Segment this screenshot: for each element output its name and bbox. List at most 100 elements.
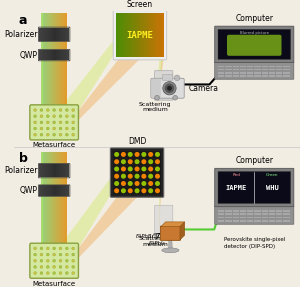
Polygon shape [41, 13, 43, 131]
Circle shape [34, 127, 37, 130]
Polygon shape [158, 13, 159, 57]
Polygon shape [46, 28, 48, 41]
FancyBboxPatch shape [215, 26, 294, 63]
Polygon shape [283, 210, 290, 212]
Polygon shape [61, 13, 62, 131]
Polygon shape [149, 13, 151, 57]
Circle shape [134, 166, 140, 171]
Polygon shape [56, 152, 57, 269]
Polygon shape [50, 28, 51, 41]
Circle shape [121, 159, 126, 164]
Polygon shape [51, 185, 52, 196]
FancyBboxPatch shape [160, 226, 180, 241]
Polygon shape [63, 185, 65, 196]
Circle shape [59, 272, 62, 274]
Circle shape [72, 133, 75, 136]
Circle shape [53, 109, 56, 111]
Circle shape [155, 159, 160, 164]
Polygon shape [62, 50, 63, 60]
Circle shape [40, 127, 43, 130]
Circle shape [72, 272, 75, 274]
Circle shape [53, 115, 56, 118]
Circle shape [40, 121, 43, 124]
Polygon shape [240, 217, 246, 218]
Polygon shape [59, 164, 60, 177]
Polygon shape [66, 28, 68, 41]
Polygon shape [59, 28, 60, 41]
Circle shape [65, 109, 68, 111]
Polygon shape [232, 217, 239, 218]
Polygon shape [140, 13, 142, 57]
Polygon shape [247, 69, 253, 70]
Circle shape [34, 115, 37, 118]
Circle shape [114, 174, 119, 179]
Circle shape [167, 86, 172, 91]
Text: Metasurface: Metasurface [33, 142, 76, 148]
Text: b: b [19, 152, 28, 165]
Polygon shape [283, 72, 290, 74]
Polygon shape [225, 220, 232, 222]
Polygon shape [269, 217, 275, 218]
Polygon shape [130, 13, 132, 57]
Circle shape [72, 109, 75, 111]
Polygon shape [276, 72, 282, 74]
Circle shape [65, 115, 68, 118]
Circle shape [134, 188, 140, 193]
Polygon shape [66, 185, 68, 196]
Polygon shape [44, 13, 45, 131]
Text: FAPbBr₂I₁.₆₆: FAPbBr₂I₁.₆₆ [135, 234, 166, 238]
Circle shape [155, 188, 160, 193]
Polygon shape [47, 13, 48, 131]
Polygon shape [240, 210, 246, 212]
Circle shape [128, 166, 133, 171]
Polygon shape [276, 217, 282, 218]
Circle shape [46, 247, 49, 250]
Polygon shape [63, 13, 164, 131]
Circle shape [40, 259, 43, 262]
Polygon shape [63, 13, 64, 131]
Circle shape [46, 133, 49, 136]
Polygon shape [145, 13, 146, 57]
Polygon shape [138, 13, 140, 57]
FancyBboxPatch shape [215, 168, 294, 207]
Circle shape [173, 95, 178, 100]
Circle shape [72, 115, 75, 118]
Polygon shape [41, 152, 42, 269]
Polygon shape [276, 75, 282, 77]
Polygon shape [262, 217, 268, 218]
Polygon shape [232, 69, 239, 70]
Circle shape [59, 109, 62, 111]
Polygon shape [57, 13, 58, 131]
Polygon shape [53, 152, 54, 269]
Circle shape [121, 166, 126, 171]
Polygon shape [118, 13, 119, 57]
Polygon shape [218, 210, 224, 212]
Polygon shape [56, 50, 57, 60]
Polygon shape [64, 13, 65, 131]
Circle shape [65, 265, 68, 268]
Circle shape [46, 272, 49, 274]
Polygon shape [39, 28, 40, 41]
Circle shape [34, 247, 37, 250]
Polygon shape [283, 217, 290, 218]
Polygon shape [59, 152, 60, 269]
Polygon shape [247, 65, 253, 67]
Polygon shape [218, 75, 224, 77]
Polygon shape [232, 210, 239, 212]
Circle shape [72, 247, 75, 250]
Polygon shape [156, 13, 158, 57]
Polygon shape [41, 152, 43, 269]
Polygon shape [45, 50, 46, 60]
Circle shape [165, 84, 174, 93]
Text: Computer: Computer [235, 14, 273, 23]
FancyBboxPatch shape [215, 62, 294, 79]
Circle shape [141, 159, 146, 164]
Polygon shape [218, 65, 224, 67]
Polygon shape [60, 13, 61, 131]
Circle shape [40, 265, 43, 268]
Polygon shape [62, 185, 63, 196]
Polygon shape [68, 50, 69, 60]
Circle shape [72, 127, 75, 130]
Polygon shape [283, 69, 290, 70]
Polygon shape [51, 13, 52, 131]
